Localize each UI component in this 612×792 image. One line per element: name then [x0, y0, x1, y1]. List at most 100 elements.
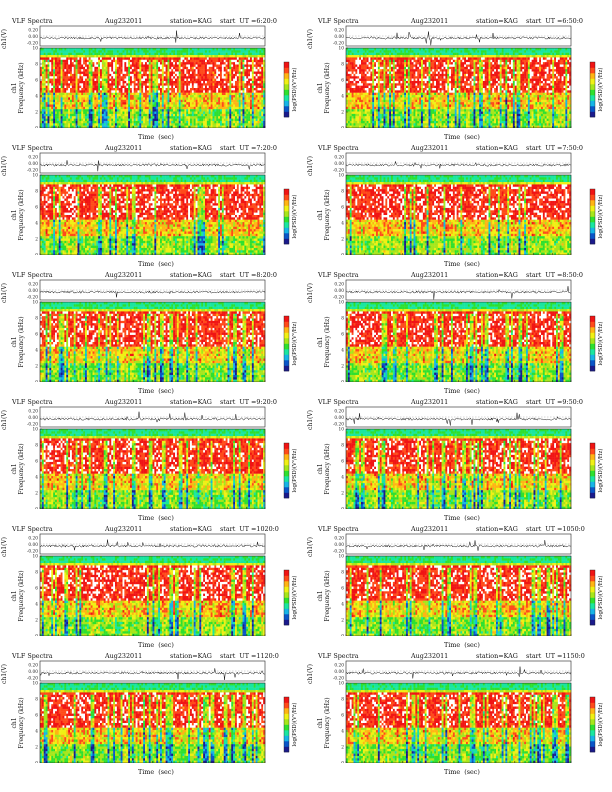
freq-tick-label: 4 [341, 603, 344, 608]
freq-tick-label: 0 [341, 762, 344, 764]
panel-start-ut: start UT =7:20:0 [220, 144, 277, 152]
amp-axis-label: ch1(V) [1, 156, 8, 176]
panel-station: station=KAG [476, 144, 518, 152]
panel-title: VLF Spectra [12, 17, 53, 25]
amp-tick-label: 0.20 [28, 537, 38, 542]
freq-tick-label: 6 [341, 206, 344, 211]
spectrogram-frame [39, 555, 266, 636]
colorbar-label: log(PSD)(V²/Hz) [597, 322, 604, 366]
panel-title: VLF Spectra [12, 398, 53, 406]
spectrogram-frame [39, 47, 266, 128]
freq-tick-label: 10 [339, 555, 345, 560]
amp-tick-label: 0.00 [334, 670, 344, 675]
freq-tick-label: 10 [339, 174, 345, 179]
freq-tick-label: 0 [35, 127, 38, 129]
freq-tick-label: 8 [35, 63, 38, 68]
freq-tick-label: 8 [341, 444, 344, 449]
amp-tick-label: 0.00 [28, 35, 38, 40]
amp-axis-label: ch1(V) [307, 283, 314, 303]
panel-date: Aug232011 [411, 17, 448, 25]
panel-station: station=KAG [476, 525, 518, 533]
colorbar-label: log(PSD)(V²/Hz) [597, 703, 604, 747]
freq-tick-label: 0 [341, 635, 344, 637]
colorbar [589, 696, 596, 753]
amplitude-trace [345, 286, 572, 300]
freq-tick-label: 10 [339, 47, 345, 52]
spectra-panel: VLF Spectra Aug232011 station=KAG start UT … [0, 381, 306, 522]
amp-tick-label: -0.20 [333, 296, 344, 301]
time-axis-label: Time (sec) [444, 260, 480, 268]
freq-tick-label: 2 [341, 492, 344, 497]
amplitude-trace [39, 290, 266, 298]
amp-axis-label: ch1(V) [307, 156, 314, 176]
freq-tick-label: 8 [341, 571, 344, 576]
panel-station: station=KAG [476, 271, 518, 279]
amp-tick-label: 0.00 [28, 416, 38, 421]
spectrogram-cells [346, 302, 572, 382]
ch-axis-label: ch1 [11, 82, 18, 93]
colorbar [589, 61, 596, 118]
colorbar-label: log(PSD)(V²/Hz) [291, 576, 298, 620]
spectra-panel: VLF Spectra Aug232011 station=KAG start UT … [0, 508, 306, 649]
freq-tick-label: 6 [35, 587, 38, 592]
amp-tick-label: 0.00 [334, 289, 344, 294]
amp-axis-label: ch1(V) [307, 29, 314, 49]
spectra-panel: VLF Spectra Aug232011 station=KAG start UT … [306, 635, 612, 776]
panel-title: VLF Spectra [318, 271, 359, 279]
freq-tick-label: 6 [341, 79, 344, 84]
freq-tick-label: 4 [341, 222, 344, 227]
time-axis-label: Time (sec) [444, 514, 480, 522]
amp-tick-label: 0.20 [28, 283, 38, 288]
spectra-panel: VLF Spectra Aug232011 station=KAG start UT … [0, 127, 306, 268]
amp-tick-label: 0.20 [334, 410, 344, 415]
spectra-panel: VLF Spectra Aug232011 station=KAG start UT … [0, 635, 306, 776]
freq-tick-label: 4 [341, 349, 344, 354]
amp-axis-label: ch1(V) [1, 410, 8, 430]
freq-tick-label: 0 [341, 381, 344, 383]
spectra-panel: VLF Spectra Aug232011 station=KAG start UT … [306, 381, 612, 522]
time-axis-label: Time (sec) [138, 514, 174, 522]
spectra-panel: VLF Spectra Aug232011 station=KAG start UT … [306, 127, 612, 268]
freq-axis-label: Frequency (kHz) [18, 62, 25, 113]
amp-tick-label: 0.20 [334, 156, 344, 161]
spectra-panel: VLF Spectra Aug232011 station=KAG start UT … [306, 508, 612, 649]
freq-tick-label: 2 [341, 746, 344, 751]
freq-tick-label: 0 [341, 254, 344, 256]
freq-axis-label: Frequency (kHz) [18, 443, 25, 494]
amp-axis-label: ch1(V) [1, 29, 8, 49]
panel-date: Aug232011 [105, 271, 142, 279]
panel-station: station=KAG [476, 398, 518, 406]
amplitude-trace [345, 412, 572, 426]
panel-date: Aug232011 [411, 271, 448, 279]
freq-tick-label: 8 [35, 444, 38, 449]
spectra-panel: VLF Spectra Aug232011 station=KAG start UT … [306, 0, 612, 141]
spectrogram-cells [40, 683, 266, 763]
freq-tick-label: 0 [341, 508, 344, 510]
panel-station: station=KAG [170, 17, 212, 25]
colorbar-label: log(PSD)(V²/Hz) [597, 449, 604, 493]
amp-axis-label: ch1(V) [1, 537, 8, 557]
colorbar-label: log(PSD)(V²/Hz) [291, 449, 298, 493]
ch-axis-label: ch1 [317, 717, 324, 728]
amplitude-trace [39, 539, 266, 551]
amp-tick-label: 0.20 [28, 156, 38, 161]
panel-date: Aug232011 [411, 652, 448, 660]
spectrogram-cells [40, 429, 266, 509]
ch-axis-label: ch1 [11, 463, 18, 474]
spectrogram-frame [345, 428, 572, 509]
freq-tick-label: 6 [341, 587, 344, 592]
panel-title: VLF Spectra [318, 525, 359, 533]
time-axis-label: Time (sec) [444, 387, 480, 395]
amp-tick-label: -0.20 [27, 550, 38, 555]
panel-date: Aug232011 [411, 398, 448, 406]
amp-tick-label: -0.20 [333, 169, 344, 174]
ch-axis-label: ch1 [317, 82, 324, 93]
spectrogram-cells [40, 556, 266, 636]
amplitude-trace [39, 160, 266, 172]
freq-axis-label: Frequency (kHz) [324, 443, 331, 494]
